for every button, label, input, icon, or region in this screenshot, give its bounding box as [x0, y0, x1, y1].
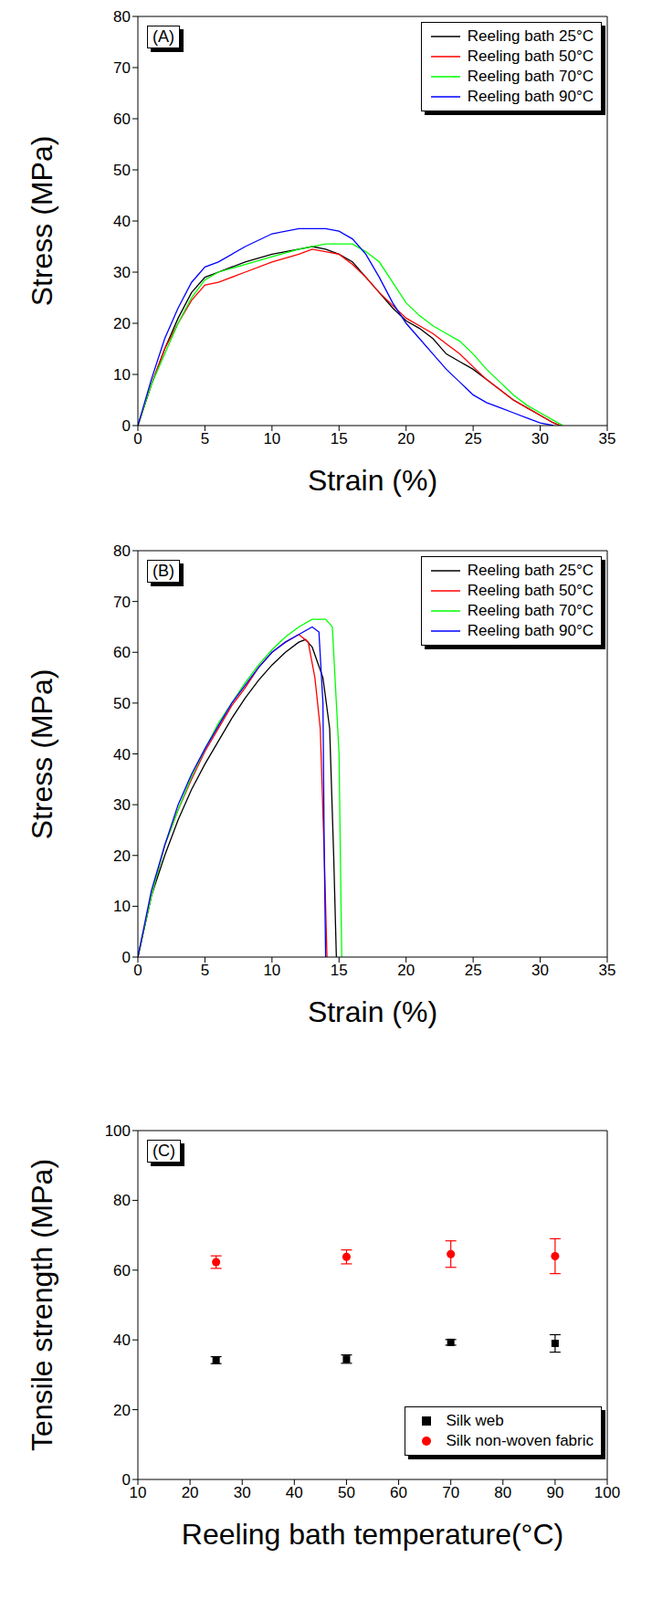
svg-text:20: 20	[113, 315, 131, 333]
svg-text:60: 60	[113, 110, 131, 128]
svg-text:20: 20	[113, 847, 131, 865]
svg-text:100: 100	[105, 1122, 131, 1140]
html-text:Reeling bath 90°C: Reeling bath 90°C	[467, 621, 594, 640]
html-text:Reeling bath 50°C: Reeling bath 50°C	[467, 581, 594, 600]
html-text:(A): (A)	[152, 27, 175, 46]
html-text:Reeling bath 50°C: Reeling bath 50°C	[467, 47, 594, 65]
svg-text:30: 30	[531, 430, 549, 448]
html-text:Reeling bath 90°C: Reeling bath 90°C	[467, 87, 594, 106]
svg-text:10: 10	[262, 961, 281, 979]
svg-text:35: 35	[599, 961, 617, 979]
svg-text:0: 0	[133, 430, 142, 448]
html-text:Reeling bath 70°C: Reeling bath 70°C	[467, 601, 594, 620]
svg-text:20: 20	[397, 961, 415, 979]
svg-text:20: 20	[181, 1483, 200, 1502]
svg-text:30: 30	[113, 263, 131, 282]
svg-text:60: 60	[113, 643, 131, 662]
svg-text:20: 20	[113, 1401, 131, 1420]
svg-text:20: 20	[397, 430, 415, 448]
svg-text:70: 70	[441, 1483, 460, 1502]
html-text:Stress (MPa): Stress (MPa)	[25, 135, 58, 307]
svg-text:35: 35	[599, 430, 617, 448]
svg-text:5: 5	[200, 430, 210, 448]
html-text:Silk non-woven fabric: Silk non-woven fabric	[445, 1431, 594, 1450]
html-text:Strain (%): Strain (%)	[307, 995, 438, 1029]
html-text:(C): (C)	[152, 1141, 176, 1160]
svg-text:50: 50	[113, 694, 131, 713]
html-text:Reeling bath 25°C: Reeling bath 25°C	[467, 561, 594, 579]
svg-text:70: 70	[113, 593, 131, 611]
svg-text:40: 40	[113, 746, 131, 764]
svg-text:50: 50	[113, 161, 131, 179]
svg-text:10: 10	[113, 366, 131, 384]
html-text:Reeling bath 25°C: Reeling bath 25°C	[467, 27, 594, 45]
svg-text:30: 30	[113, 796, 131, 814]
svg-text:60: 60	[113, 1261, 131, 1280]
html-text:Reeling bath 70°C: Reeling bath 70°C	[467, 67, 594, 85]
svg-text:80: 80	[113, 1191, 131, 1210]
svg-text:40: 40	[113, 212, 131, 231]
svg-text:0: 0	[122, 417, 131, 435]
svg-text:80: 80	[113, 8, 131, 26]
svg-text:15: 15	[330, 430, 348, 448]
svg-text:30: 30	[531, 961, 549, 979]
html-text:Tensile strength (MPa): Tensile strength (MPa)	[25, 1158, 58, 1452]
svg-text:0: 0	[122, 1471, 131, 1489]
svg-text:0: 0	[122, 948, 131, 967]
svg-text:0: 0	[133, 961, 142, 979]
svg-text:10: 10	[129, 1483, 148, 1502]
svg-text:50: 50	[337, 1483, 356, 1502]
svg-text:70: 70	[113, 59, 131, 77]
html-text:Strain (%): Strain (%)	[307, 463, 438, 497]
svg-text:30: 30	[233, 1483, 252, 1502]
html-text:Reeling bath temperature(°C): Reeling bath temperature(°C)	[181, 1517, 564, 1551]
svg-text:90: 90	[546, 1483, 564, 1502]
svg-text:60: 60	[389, 1483, 408, 1502]
svg-text:100: 100	[594, 1483, 621, 1502]
html-text:Silk web: Silk web	[445, 1411, 504, 1430]
svg-text:80: 80	[113, 542, 131, 560]
svg-text:10: 10	[113, 897, 131, 915]
svg-text:15: 15	[330, 961, 348, 979]
svg-text:5: 5	[200, 961, 210, 979]
svg-text:10: 10	[262, 430, 281, 448]
svg-text:40: 40	[285, 1483, 304, 1502]
svg-text:40: 40	[113, 1331, 131, 1349]
svg-text:25: 25	[464, 430, 483, 448]
html-text:Stress (MPa): Stress (MPa)	[25, 668, 58, 840]
html-text:(B): (B)	[152, 561, 175, 580]
svg-text:25: 25	[464, 961, 483, 979]
svg-text:80: 80	[494, 1483, 512, 1502]
